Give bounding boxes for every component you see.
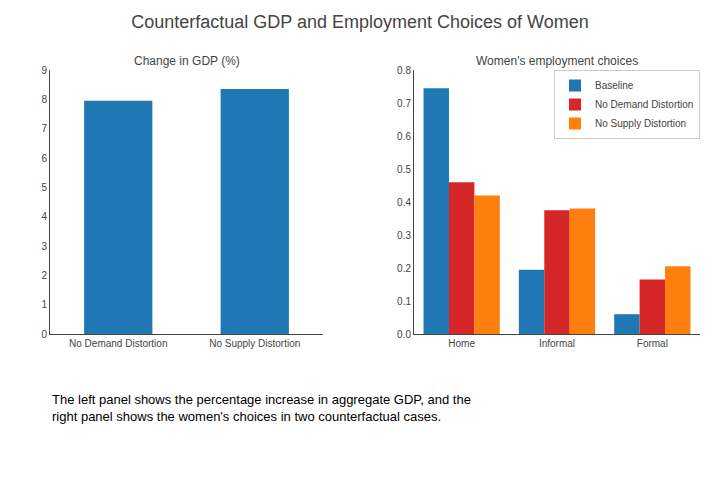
svg-text:0.0: 0.0 [397,329,411,340]
svg-text:No Demand Distortion: No Demand Distortion [69,338,167,349]
svg-text:0.6: 0.6 [397,131,411,142]
svg-text:Formal: Formal [637,338,668,349]
svg-text:Home: Home [448,338,475,349]
svg-text:No Demand Distortion: No Demand Distortion [595,99,693,110]
svg-text:Counterfactual GDP and Employm: Counterfactual GDP and Employment Choice… [131,12,589,32]
svg-text:2: 2 [41,270,47,281]
svg-text:Women's employment choices: Women's employment choices [476,54,638,68]
svg-text:No Supply Distortion: No Supply Distortion [209,338,300,349]
svg-text:0.3: 0.3 [397,230,411,241]
svg-text:0.4: 0.4 [397,197,411,208]
svg-text:8: 8 [41,94,47,105]
svg-text:0: 0 [41,329,47,340]
svg-text:0.5: 0.5 [397,164,411,175]
svg-text:0.7: 0.7 [397,98,411,109]
svg-text:The left panel shows the perce: The left panel shows the percentage incr… [52,392,471,424]
svg-text:Baseline: Baseline [595,80,634,91]
svg-text:Change in GDP (%): Change in GDP (%) [134,54,240,68]
svg-text:7: 7 [41,123,47,134]
svg-text:4: 4 [41,211,47,222]
svg-text:1: 1 [41,299,47,310]
svg-text:0.8: 0.8 [397,65,411,76]
svg-text:6: 6 [41,153,47,164]
svg-text:9: 9 [41,65,47,76]
svg-text:Informal: Informal [539,338,575,349]
svg-text:0.1: 0.1 [397,296,411,307]
svg-text:5: 5 [41,182,47,193]
svg-text:0.2: 0.2 [397,263,411,274]
svg-text:3: 3 [41,241,47,252]
svg-text:No Supply Distortion: No Supply Distortion [595,118,686,129]
